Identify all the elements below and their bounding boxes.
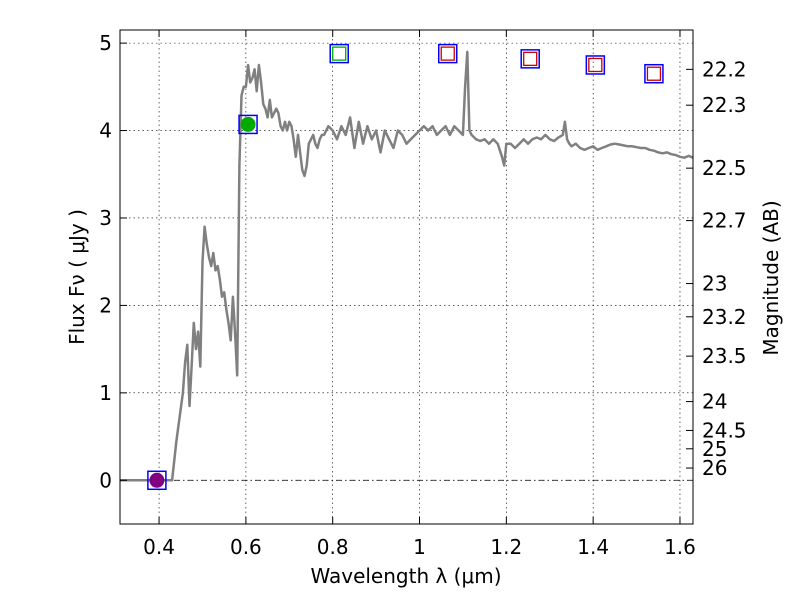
- plot-frame: [119, 29, 694, 525]
- y-tick-label: 4: [99, 119, 112, 143]
- x-tick-label: 1: [413, 535, 426, 559]
- x-axis-ticks: 0.4 0.6 0.8 1 1.2 1.4 1.6: [143, 30, 696, 559]
- marker-outer-square: [437, 43, 458, 64]
- x-tick-label: 1.2: [490, 535, 522, 559]
- marker-inner-square: [646, 66, 662, 81]
- x-axis-title: Wavelength λ (μm): [310, 564, 501, 588]
- marker-inner-square: [332, 46, 347, 61]
- marker-outer-square: [585, 55, 606, 75]
- marker-inner-square: [440, 46, 455, 61]
- y2-tick-label: 23: [702, 272, 727, 296]
- marker-outer-square: [147, 470, 167, 491]
- x-tick-label: 1.6: [664, 535, 696, 559]
- y2-tick-label: 24: [702, 390, 727, 414]
- y2-tick-label: 24.5: [702, 418, 747, 442]
- y2-tick-label: 22.7: [702, 209, 747, 233]
- y-tick-label: 2: [99, 293, 112, 317]
- photometry-markers: [147, 43, 664, 491]
- y2-tick-label: 22.3: [702, 93, 747, 117]
- y-tick-label: 5: [99, 31, 112, 55]
- x-tick-label: 1.4: [577, 535, 609, 559]
- y-axis-ticks: 0 1 2 3 4 5: [99, 31, 127, 492]
- y2-tick-label: 25: [702, 437, 727, 461]
- y2-tick-label: 23.2: [702, 305, 747, 329]
- x-tick-label: 0.6: [230, 535, 262, 559]
- y2-axis-title: Magnitude (AB): [759, 200, 783, 355]
- marker-outer-square: [329, 43, 349, 64]
- y-tick-label: 1: [99, 381, 112, 405]
- marker-outer-square: [520, 49, 540, 69]
- y2-tick-label: 22.2: [702, 57, 747, 81]
- y-tick-label: 3: [99, 206, 112, 230]
- spectrum-line: [120, 50, 694, 482]
- series-layer: [120, 50, 694, 482]
- marker-inner-square: [588, 57, 603, 73]
- marker-dot: [149, 472, 165, 488]
- marker-outer-square: [644, 63, 664, 84]
- y2-tick-label: 23.5: [702, 344, 747, 368]
- x-tick-label: 0.8: [317, 535, 349, 559]
- y-axis-title: Flux Fν ( μJy ): [65, 209, 89, 345]
- y-tick-label: 0: [99, 468, 112, 492]
- marker-inner-square: [523, 51, 538, 67]
- y2-tick-label: 22.5: [702, 156, 747, 180]
- grid-lines: [120, 30, 693, 524]
- x-tick-label: 0.4: [143, 535, 175, 559]
- marker-outer-square: [238, 114, 258, 135]
- plot-area: [120, 30, 693, 524]
- y2-tick-label: 26: [702, 456, 727, 480]
- marker-dot: [240, 116, 256, 132]
